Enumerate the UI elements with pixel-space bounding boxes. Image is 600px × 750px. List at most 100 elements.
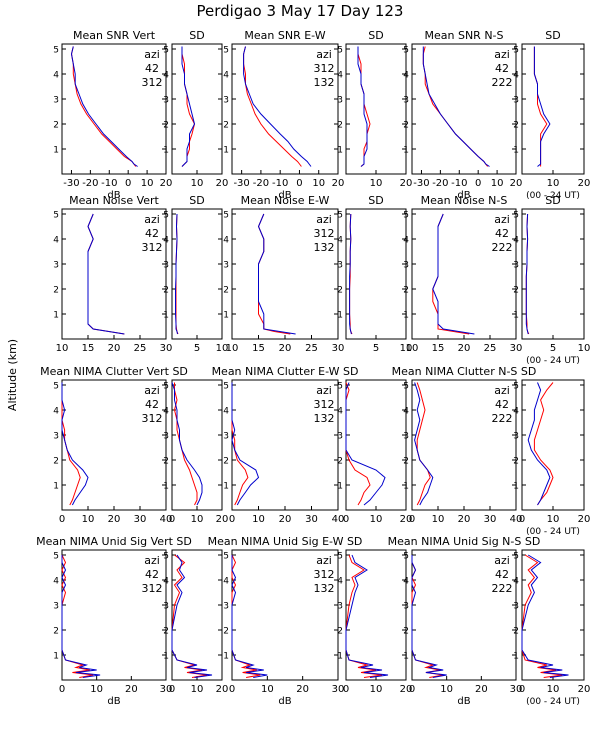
panel-3-6: 1 2 3 4 5 0 10 20 (00 - 24 UT) (513, 379, 591, 537)
y-tick-label: 1 (337, 652, 343, 662)
x-tick-label: 0 (409, 514, 415, 525)
y-tick-label: 2 (513, 457, 519, 467)
x-tick-label: 5 (373, 343, 379, 354)
panel-4-6: 1 2 3 4 5 0 10 20 (00 - 24 UT) (513, 549, 590, 707)
x-tick-label: 40 (510, 514, 523, 525)
series-line-red (243, 46, 302, 167)
x-tick-label: -30 (63, 178, 79, 189)
y-tick-label: 4 (513, 577, 519, 587)
x-tick-label: 0 (59, 514, 65, 525)
x-tick-label: 20 (296, 684, 309, 695)
legend-azimuth-blue: 312 (142, 241, 163, 254)
panel-4-2: 1 2 3 4 5 0 10 20 (163, 549, 229, 695)
panel-frame (345, 549, 407, 681)
x-tick-label: 10 (56, 343, 69, 354)
x-tick-label: -10 (451, 178, 467, 189)
panel-frame (345, 379, 407, 511)
panel-frame (171, 43, 223, 175)
panel-title: Mean Noise Vert (69, 194, 159, 207)
y-tick-label: 3 (403, 432, 409, 442)
y-tick-label: 1 (403, 482, 409, 492)
y-tick-label: 1 (53, 311, 59, 321)
y-tick-label: 5 (403, 382, 409, 392)
x-tick-label: 0 (125, 178, 131, 189)
y-tick-label: 2 (53, 627, 59, 637)
x-tick-label: 15 (82, 343, 95, 354)
series-line-blue (411, 555, 447, 678)
y-tick-label: 5 (337, 211, 343, 221)
y-tick-label: 2 (223, 627, 229, 637)
legend-azimuth-blue: 222 (492, 76, 513, 89)
x-tick-label: 20 (160, 178, 173, 189)
x-tick-label: 10 (226, 343, 239, 354)
x-tick-label: 10 (191, 684, 204, 695)
y-tick-label: 1 (337, 146, 343, 156)
y-tick-label: 1 (163, 311, 169, 321)
panel-frame (521, 379, 585, 511)
panel-title: SD (545, 194, 560, 207)
x-tick-label: 0 (409, 684, 415, 695)
y-tick-label: 3 (53, 261, 59, 271)
y-tick-label: 5 (513, 211, 519, 221)
series-line-blue (231, 382, 260, 506)
y-tick-label: 4 (163, 407, 169, 417)
y-tick-label: 3 (163, 96, 169, 106)
y-tick-label: 5 (53, 46, 59, 56)
y-tick-label: 2 (223, 121, 229, 131)
series-line-blue (414, 382, 434, 506)
legend-azimuth-red: 312 (314, 227, 335, 240)
x-tick-label: 10 (90, 684, 103, 695)
x-tick-label: 0 (229, 514, 235, 525)
x-tick-label: 20 (216, 684, 229, 695)
y-tick-label: 3 (223, 96, 229, 106)
series-line-blue (70, 46, 138, 167)
x-tick-label: 20 (578, 178, 591, 189)
x-axis-label: dB (278, 190, 291, 201)
panel-title: Mean NIMA Clutter Vert SD (40, 365, 188, 378)
x-tick-label: 10 (191, 178, 204, 189)
legend-azimuth-red: 42 (145, 398, 159, 411)
series-line-blue (533, 46, 551, 167)
legend-azimuth-blue: 132 (314, 241, 335, 254)
y-tick-label: 5 (513, 46, 519, 56)
y-tick-label: 5 (337, 382, 343, 392)
series-line-blue (87, 213, 125, 335)
x-tick-label: 10 (312, 178, 325, 189)
y-tick-label: 2 (513, 121, 519, 131)
x-tick-label: 20 (458, 343, 471, 354)
y-tick-label: 1 (403, 146, 409, 156)
x-tick-label: 20 (578, 514, 591, 525)
y-tick-label: 2 (337, 286, 343, 296)
x-tick-label: 10 (400, 343, 413, 354)
altitude-axis-label: Altitude (km) (6, 339, 19, 411)
legend-azimuth-red: 312 (314, 568, 335, 581)
legend-title: azi (316, 384, 332, 397)
y-tick-label: 4 (163, 71, 169, 81)
x-tick-label: 15 (432, 343, 445, 354)
y-tick-label: 2 (337, 121, 343, 131)
legend-azimuth-red: 42 (145, 62, 159, 75)
panel-title: Mean Noise E-W (241, 194, 330, 207)
legend-azimuth-blue: 132 (314, 76, 335, 89)
series-line-red (422, 46, 488, 167)
x-tick-label: 30 (332, 684, 345, 695)
legend-title: azi (494, 554, 510, 567)
series-line-blue (521, 554, 569, 678)
legend-title: azi (494, 48, 510, 61)
y-tick-label: 2 (513, 627, 519, 637)
y-tick-label: 1 (163, 482, 169, 492)
series-line-blue (243, 46, 312, 167)
series-line-blue (345, 554, 389, 678)
y-tick-label: 2 (223, 286, 229, 296)
legend-azimuth-red: 42 (495, 227, 509, 240)
y-tick-label: 5 (403, 552, 409, 562)
legend-azimuth-blue: 312 (142, 582, 163, 595)
